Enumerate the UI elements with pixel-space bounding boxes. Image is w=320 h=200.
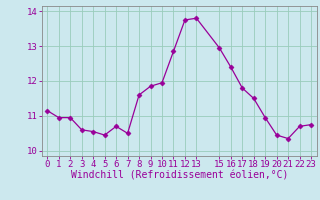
X-axis label: Windchill (Refroidissement éolien,°C): Windchill (Refroidissement éolien,°C) xyxy=(70,171,288,181)
